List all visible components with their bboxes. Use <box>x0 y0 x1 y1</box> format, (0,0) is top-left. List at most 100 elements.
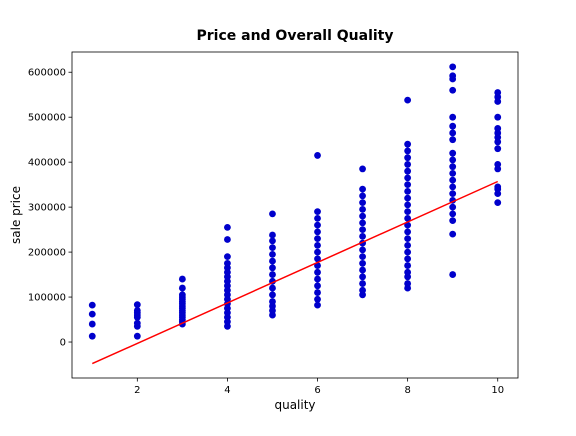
data-point <box>269 237 276 245</box>
data-point <box>314 295 321 303</box>
data-point <box>494 145 502 153</box>
data-point <box>449 176 457 184</box>
data-point <box>224 322 231 330</box>
x-tick-label: 6 <box>314 385 320 396</box>
plot-area-frame <box>71 51 519 379</box>
data-point <box>314 255 321 263</box>
data-point <box>314 208 321 216</box>
data-point <box>494 199 502 207</box>
data-point <box>133 332 141 340</box>
data-point <box>449 113 457 121</box>
y-tick-label: 200000 <box>28 248 66 259</box>
data-point <box>449 136 457 144</box>
x-tick-label: 10 <box>491 385 504 396</box>
data-point <box>314 268 321 276</box>
data-point <box>449 217 457 225</box>
data-point <box>359 253 366 260</box>
y-tick-label: 100000 <box>28 293 66 304</box>
data-point <box>404 235 412 243</box>
y-tick-label: 0 <box>60 338 66 349</box>
data-point <box>314 289 321 296</box>
y-axis-ticks: 0 100000 200000 300000 400000 500000 600000 <box>28 68 72 349</box>
data-point <box>404 187 412 195</box>
data-point <box>404 208 412 216</box>
x-tick-label: 2 <box>134 385 140 396</box>
data-point <box>269 250 276 258</box>
data-point <box>269 284 276 292</box>
data-point <box>359 199 366 207</box>
data-point <box>404 214 412 222</box>
data-point <box>269 311 276 319</box>
data-point <box>269 231 276 239</box>
data-point <box>449 86 457 94</box>
data-point <box>359 212 366 220</box>
data-point <box>449 183 457 191</box>
data-point <box>314 152 321 159</box>
data-point <box>449 170 457 177</box>
data-point <box>269 244 276 252</box>
data-point <box>224 236 231 243</box>
data-point <box>359 291 366 299</box>
data-point <box>449 156 457 164</box>
data-point <box>404 273 412 281</box>
data-point <box>449 190 457 198</box>
data-point <box>133 322 141 330</box>
data-point <box>359 280 366 287</box>
data-point <box>404 181 412 189</box>
data-point <box>359 219 366 227</box>
data-point <box>359 273 366 281</box>
data-point <box>449 63 457 71</box>
data-point <box>404 262 412 269</box>
data-point <box>314 282 321 290</box>
data-point <box>359 185 366 193</box>
data-point <box>449 210 457 218</box>
data-point <box>269 210 276 218</box>
x-axis-ticks: 2 4 6 8 10 <box>134 378 504 396</box>
data-point <box>449 163 457 171</box>
data-point <box>449 271 457 278</box>
data-point <box>359 192 366 200</box>
data-point <box>449 230 457 238</box>
y-tick-label: 500000 <box>28 113 66 124</box>
x-tick-label: 4 <box>224 385 230 396</box>
data-point <box>404 161 412 168</box>
data-point <box>314 214 321 222</box>
data-point <box>269 257 276 265</box>
x-axis-label: quality <box>274 398 315 412</box>
data-point <box>359 165 366 173</box>
data-point <box>314 275 321 283</box>
regression-line-series <box>91 180 499 365</box>
data-point <box>449 203 457 211</box>
data-point <box>404 194 412 202</box>
data-point <box>404 96 412 104</box>
chart-title: Price and Overall Quality <box>196 28 393 44</box>
data-point <box>449 129 457 137</box>
data-point <box>269 271 276 278</box>
y-tick-label: 400000 <box>28 158 66 169</box>
data-point <box>494 190 502 198</box>
data-point <box>449 122 457 130</box>
data-point <box>494 113 502 121</box>
scatter-series <box>88 63 502 340</box>
data-point <box>404 255 412 263</box>
data-point <box>88 320 96 328</box>
data-point <box>404 140 412 148</box>
data-point <box>359 226 366 234</box>
data-point <box>88 310 96 318</box>
data-point <box>404 248 412 256</box>
x-tick-label: 8 <box>404 385 410 396</box>
y-tick-label: 600000 <box>28 68 66 79</box>
data-point <box>224 223 231 231</box>
data-point <box>314 241 321 249</box>
data-point <box>314 228 321 236</box>
data-point <box>314 221 321 229</box>
data-point <box>133 301 141 309</box>
data-point <box>404 147 412 155</box>
data-point <box>404 228 412 236</box>
data-point <box>404 201 412 209</box>
data-point <box>314 301 321 309</box>
data-point <box>314 248 321 256</box>
data-point <box>359 205 366 213</box>
data-point <box>359 246 366 254</box>
